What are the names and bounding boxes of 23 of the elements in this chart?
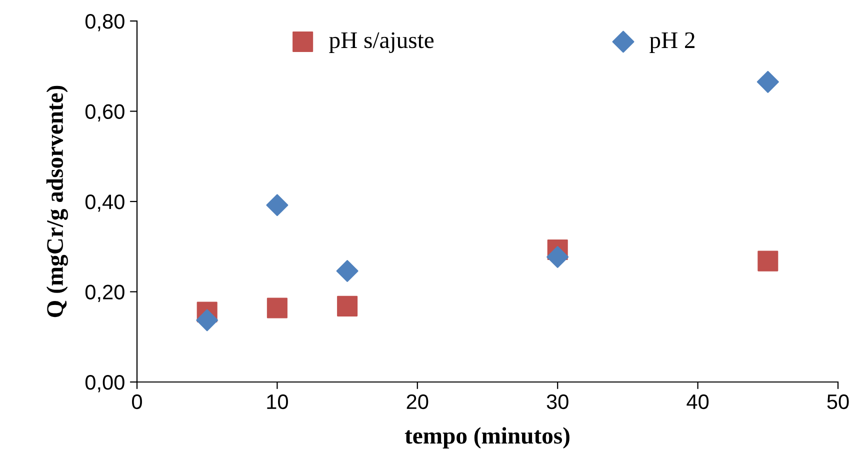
y-tick-label: 0,80 bbox=[85, 14, 124, 32]
point bbox=[336, 260, 358, 282]
legend-label: pH s/ajuste bbox=[329, 32, 434, 53]
x-tick-label: 0 bbox=[132, 394, 142, 410]
x-tick-label: 10 bbox=[267, 394, 288, 410]
point bbox=[756, 70, 779, 93]
y-tick-label: 0,60 bbox=[85, 104, 124, 122]
point bbox=[546, 246, 569, 268]
y-tick-label: 0,00 bbox=[85, 375, 124, 392]
x-tick-label: 20 bbox=[406, 394, 428, 410]
point bbox=[266, 194, 288, 216]
point bbox=[758, 250, 778, 272]
x-axis-title: tempo (minutos) bbox=[404, 427, 570, 449]
point bbox=[337, 296, 358, 316]
y-tick-label: 0,20 bbox=[85, 284, 124, 302]
y-tick-label: 0,40 bbox=[85, 194, 124, 212]
x-tick-label: 40 bbox=[686, 394, 709, 410]
y-axis-title: Q (mgCr/g adsorvente) bbox=[46, 86, 68, 318]
legend-label: pH 2 bbox=[650, 32, 694, 53]
x-tick-label: 30 bbox=[546, 394, 568, 410]
point bbox=[266, 298, 288, 318]
x-tick-label: 50 bbox=[827, 394, 849, 410]
point bbox=[196, 309, 218, 332]
